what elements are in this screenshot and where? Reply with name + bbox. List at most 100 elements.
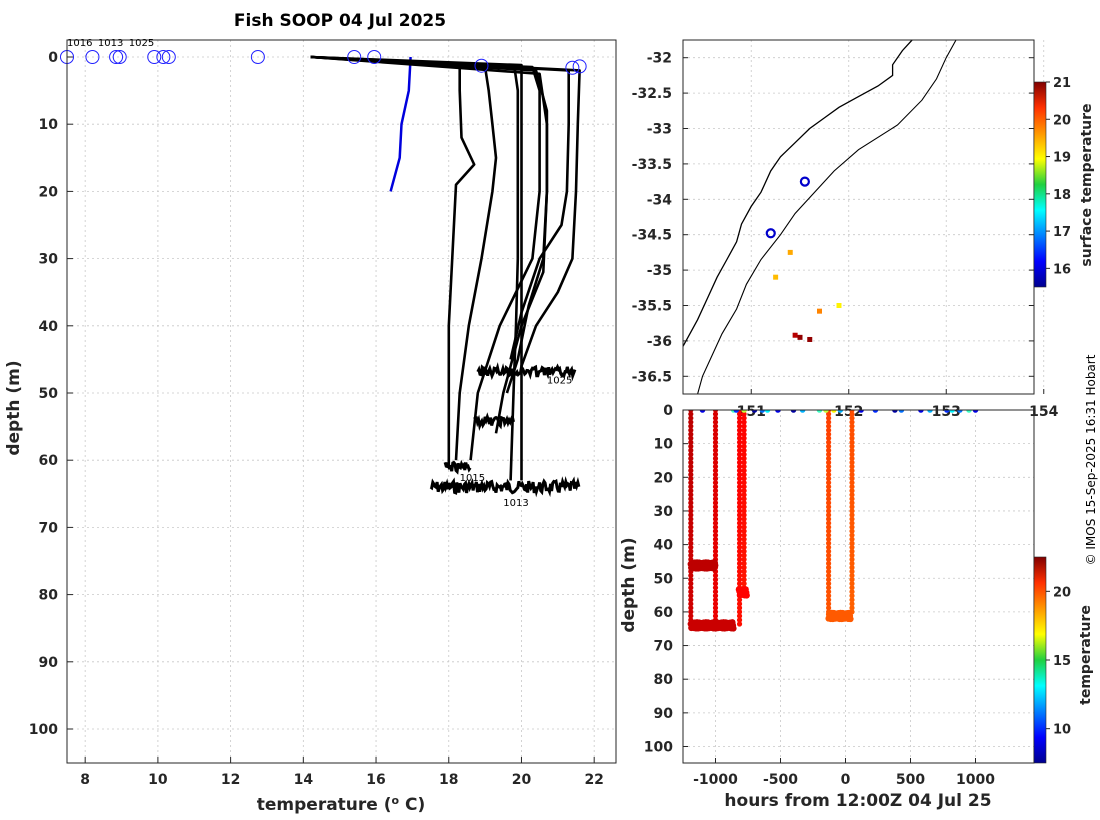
- timeseries-column-point: [736, 472, 743, 478]
- timeseries-column-point: [712, 520, 719, 526]
- timeseries-column-point: [688, 459, 694, 466]
- timeseries-column-point: [736, 524, 743, 530]
- map-colorbar-ticks: 16 17 18 19 20 21: [1046, 76, 1071, 277]
- timeseries-column-point: [826, 411, 832, 417]
- timeseries-column-point: [688, 423, 694, 429]
- map-shelf-line: [697, 40, 957, 394]
- timeseries-column-point: [712, 609, 719, 615]
- timeseries-column-point: [741, 472, 747, 478]
- timeseries-column-point: [849, 508, 855, 514]
- timeseries-column-point: [741, 492, 747, 498]
- map-y-tick-label: -33.5: [632, 157, 672, 173]
- profile-noise-band: [473, 412, 515, 432]
- timeseries-colorbar: [1033, 556, 1047, 764]
- timeseries-column-point: [736, 605, 743, 611]
- timeseries-surface-point: [699, 410, 706, 413]
- timeseries-column-point: [712, 500, 719, 506]
- timeseries-column-point: [688, 572, 694, 579]
- timeseries-column-point: [741, 476, 747, 482]
- timeseries-column-point: [736, 415, 743, 421]
- timeseries-column-point: [741, 536, 747, 542]
- timeseries-column-point: [712, 443, 719, 449]
- timeseries-column-point: [688, 480, 694, 486]
- timeseries-column-point: [736, 552, 743, 558]
- profile-ylabel: depth (m): [4, 360, 24, 455]
- profile-labels: 1016 1013 1025 1025 1015 1013: [67, 38, 572, 509]
- profile-surface-marker: [147, 50, 162, 64]
- map-points: [765, 176, 842, 342]
- map-point: [773, 274, 779, 280]
- timeseries-column-point: [712, 419, 719, 425]
- timeseries-panel: -1000 -500 0 500 1000 0102030405060708090100…: [619, 403, 1094, 811]
- timeseries-x-tick-label: 1000: [956, 772, 995, 788]
- timeseries-column-point: [849, 568, 855, 575]
- timeseries-column-point: [826, 419, 832, 425]
- timeseries-column-point: [736, 484, 743, 490]
- map-colorbar-tick-label: 21: [1053, 76, 1071, 91]
- timeseries-column-point: [826, 552, 832, 558]
- profile-line-p2: [310, 55, 498, 461]
- timeseries-column-point: [741, 415, 747, 421]
- profile-noise-band: [476, 362, 577, 382]
- timeseries-column-point: [826, 564, 832, 571]
- timeseries-column-point: [741, 572, 747, 579]
- timeseries-column-point: [849, 524, 855, 530]
- timeseries-column-point: [712, 472, 719, 478]
- timeseries-column-point: [741, 544, 747, 550]
- map-point: [817, 308, 822, 314]
- timeseries-column-point: [736, 609, 743, 615]
- timeseries-column-point: [741, 552, 747, 558]
- timeseries-column-point: [849, 548, 855, 554]
- profile-line-p5: [310, 55, 541, 461]
- map-y-tick-label: -35: [647, 263, 672, 279]
- timeseries-column-point: [741, 508, 747, 514]
- timeseries-y-tick-label: 0: [663, 403, 673, 419]
- timeseries-surface-point: [816, 410, 823, 413]
- map-point-ring: [765, 228, 776, 239]
- timeseries-column-point: [741, 451, 747, 458]
- profile-line-p9: [310, 55, 581, 367]
- timeseries-column-point: [712, 581, 719, 587]
- timeseries-column-point: [826, 593, 832, 599]
- profile-annotation: 1025: [547, 376, 572, 387]
- timeseries-column-point: [849, 467, 855, 474]
- timeseries-column-point: [741, 439, 747, 445]
- timeseries-y-tick-label: 10: [654, 437, 674, 453]
- timeseries-column-point: [688, 524, 694, 530]
- profile-line-current: [389, 56, 412, 192]
- timeseries-column-point: [688, 576, 694, 583]
- profile-x-tick-label: 16: [366, 772, 385, 788]
- timeseries-surface-point: [949, 410, 955, 413]
- timeseries-column-point: [688, 544, 694, 550]
- timeseries-column-point: [741, 411, 747, 417]
- timeseries-column-point: [741, 576, 747, 583]
- timeseries-column-point: [688, 609, 694, 615]
- timeseries-column-point: [712, 431, 719, 437]
- timeseries-column-point: [826, 435, 832, 441]
- timeseries-column-point: [736, 455, 743, 462]
- timeseries-y-tick-label: 40: [654, 538, 674, 554]
- timeseries-column-point: [688, 443, 694, 449]
- timeseries-column-point: [741, 496, 747, 502]
- timeseries-column-point: [688, 581, 694, 587]
- timeseries-column-point: [736, 581, 743, 587]
- timeseries-bottom-point: [730, 625, 737, 632]
- map-point: [787, 249, 793, 255]
- map-y-tick-label: -36: [647, 334, 672, 350]
- map-point: [792, 332, 798, 338]
- timeseries-column-point: [736, 463, 743, 470]
- timeseries-surface-point: [972, 410, 979, 413]
- timeseries-column-point: [712, 476, 719, 482]
- timeseries-column-point: [741, 459, 747, 466]
- timeseries-column-point: [688, 605, 694, 611]
- timeseries-column-point: [712, 423, 719, 429]
- profile-y-tick-label: 50: [39, 386, 59, 402]
- map-x-tick-label: 154: [1029, 404, 1058, 420]
- timeseries-column-point: [826, 439, 832, 445]
- timeseries-column-point: [826, 540, 832, 546]
- profile-title: Fish SOOP 04 Jul 2025: [234, 11, 446, 31]
- timeseries-column-point: [688, 516, 694, 522]
- timeseries-column-point: [688, 528, 694, 534]
- timeseries-column-point: [849, 536, 855, 542]
- map-colorbar-tick-label: 16: [1053, 262, 1071, 277]
